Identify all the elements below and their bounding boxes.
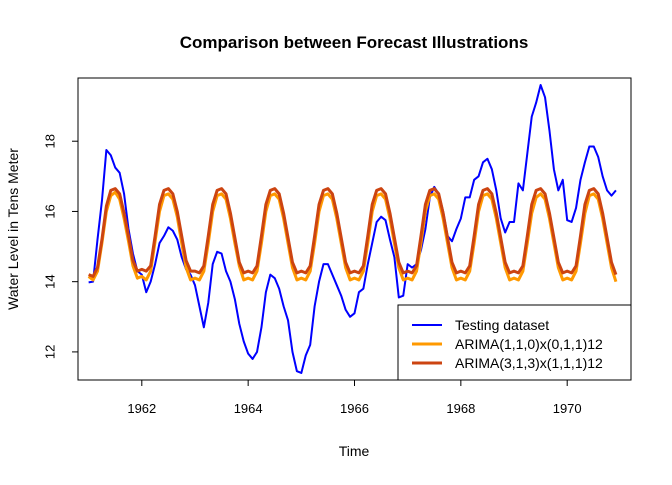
series-lines	[87, 84, 618, 374]
x-axis: 1962 1964 1966 1968 1970	[127, 380, 582, 416]
y-tick-label: 18	[42, 134, 57, 148]
legend-label: Testing dataset	[455, 317, 549, 333]
legend-label: ARIMA(1,1,0)x(0,1,1)12	[455, 336, 603, 352]
x-tick-label: 1964	[234, 401, 263, 416]
x-tick-label: 1968	[446, 401, 475, 416]
series-line-3	[88, 187, 618, 278]
legend: Testing dataset ARIMA(1,1,0)x(0,1,1)12 ARI…	[397, 304, 632, 381]
y-tick-label: 12	[42, 345, 57, 359]
legend-label: ARIMA(3,1,3)x(1,1,1)12	[455, 355, 603, 371]
x-tick-label: 1970	[553, 401, 582, 416]
x-axis-label: Time	[339, 443, 370, 459]
y-tick-label: 16	[42, 204, 57, 218]
series-line-1	[88, 84, 617, 374]
chart-title: Comparison between Forecast Illustration…	[180, 33, 529, 52]
series-line-2	[87, 190, 618, 283]
x-tick-label: 1962	[127, 401, 156, 416]
y-axis: 12 14 16 18	[42, 134, 78, 359]
x-tick-label: 1966	[340, 401, 369, 416]
y-tick-label: 14	[42, 274, 57, 288]
y-axis-label: Water Level in Tens Meter	[5, 148, 21, 310]
